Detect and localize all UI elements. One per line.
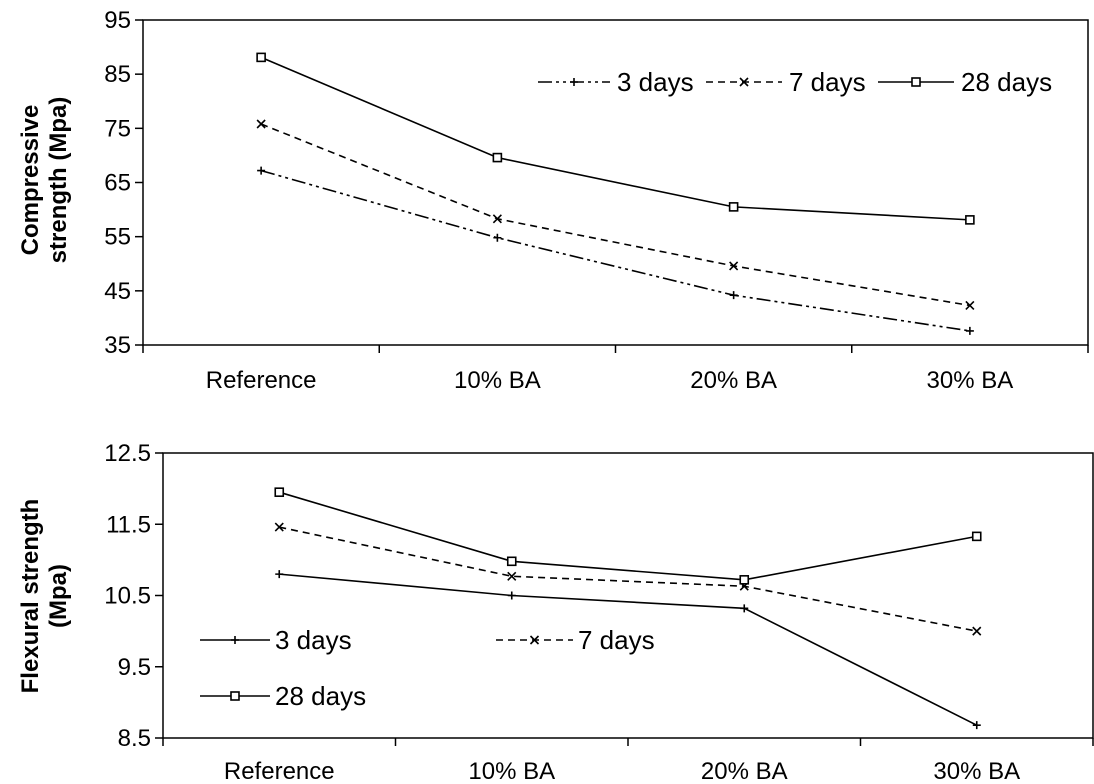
data-point bbox=[965, 215, 975, 225]
data-point bbox=[729, 291, 738, 300]
data-point bbox=[506, 556, 517, 567]
series-line bbox=[260, 123, 971, 307]
y-tick-label: 65 bbox=[104, 170, 131, 197]
data-point bbox=[256, 52, 266, 63]
data-point bbox=[492, 214, 502, 224]
data-point bbox=[257, 166, 266, 175]
legend-label: 3 days bbox=[275, 625, 352, 655]
x-tick-label: 30% BA bbox=[933, 758, 1020, 784]
y-tick-label: 85 bbox=[104, 61, 131, 88]
data-point bbox=[972, 721, 981, 730]
y-tick-label: 9.5 bbox=[118, 654, 151, 681]
y-tick-label: 55 bbox=[104, 224, 131, 251]
y-tick-label: 75 bbox=[104, 115, 131, 142]
legend-label: 3 days bbox=[617, 67, 694, 97]
y-axis-title: Flexural strength bbox=[17, 499, 44, 694]
y-tick-label: 12.5 bbox=[104, 440, 151, 467]
data-point bbox=[729, 261, 739, 271]
legend-marker bbox=[739, 77, 749, 87]
chart-2: 8.5 9.5 10.5 11.5 12.5 Reference 10% BA 20% BA 3… bbox=[17, 440, 1094, 784]
legend-marker bbox=[911, 77, 921, 87]
x-tick-label: 20% BA bbox=[690, 367, 777, 394]
series-line bbox=[279, 526, 977, 632]
series-3-days bbox=[275, 570, 981, 730]
legend-label: 28 days bbox=[961, 67, 1052, 97]
x-tick-label: 20% BA bbox=[701, 758, 788, 784]
y-tick-label: 45 bbox=[104, 278, 131, 305]
data-point bbox=[492, 152, 503, 163]
legend-label: 28 days bbox=[275, 681, 366, 711]
data-point bbox=[507, 591, 516, 600]
legend-label: 7 days bbox=[789, 67, 866, 97]
data-point bbox=[965, 326, 974, 335]
series-line bbox=[260, 169, 970, 332]
legend-marker bbox=[230, 691, 240, 701]
series-line bbox=[279, 573, 978, 726]
series-7-days bbox=[256, 119, 975, 311]
data-point bbox=[275, 570, 284, 579]
y-tick-label: 95 bbox=[104, 7, 131, 34]
series-7-days bbox=[274, 522, 982, 636]
data-point bbox=[256, 119, 266, 129]
x-tick-label: Reference bbox=[206, 367, 317, 394]
y-axis-title: Compressive bbox=[17, 105, 44, 256]
data-point bbox=[965, 300, 975, 311]
legend-marker bbox=[570, 78, 578, 86]
x-tick-label: 10% BA bbox=[468, 758, 555, 784]
data-point bbox=[274, 522, 284, 532]
legend-label: 7 days bbox=[578, 625, 655, 655]
x-tick-label: 30% BA bbox=[927, 367, 1014, 394]
y-tick-label: 11.5 bbox=[106, 511, 151, 538]
chart-1: 35 45 55 65 75 85 95 Reference 10% BA 20% BA 30% B… bbox=[17, 7, 1089, 394]
y-axis-title: (Mpa) bbox=[45, 564, 72, 628]
data-point bbox=[740, 604, 749, 613]
data-point bbox=[274, 487, 285, 497]
series-3-days bbox=[257, 166, 974, 335]
series-28-days bbox=[256, 52, 975, 225]
y-tick-label: 35 bbox=[104, 332, 131, 359]
data-point bbox=[971, 531, 982, 542]
data-point bbox=[493, 233, 502, 242]
data-point bbox=[739, 575, 750, 585]
data-point bbox=[972, 626, 982, 636]
series-28-days bbox=[274, 487, 982, 585]
data-point bbox=[507, 571, 517, 581]
y-tick-label: 8.5 bbox=[118, 725, 151, 752]
legend: 3 days 7 days 28 days bbox=[538, 67, 1052, 97]
series-line bbox=[279, 491, 977, 581]
data-point bbox=[728, 202, 739, 212]
legend: 3 days 7 days 28 days bbox=[200, 625, 655, 711]
series-line bbox=[260, 56, 970, 221]
y-tick-label: 10.5 bbox=[104, 583, 151, 610]
legend-marker bbox=[231, 636, 239, 644]
x-tick-label: Reference bbox=[224, 758, 335, 784]
legend-marker bbox=[529, 635, 540, 645]
y-axis-title: strength (Mpa) bbox=[45, 97, 72, 264]
x-tick-label: 10% BA bbox=[454, 367, 541, 394]
